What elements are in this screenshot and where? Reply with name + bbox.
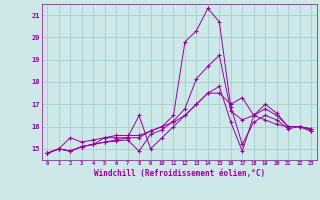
X-axis label: Windchill (Refroidissement éolien,°C): Windchill (Refroidissement éolien,°C) (94, 169, 265, 178)
